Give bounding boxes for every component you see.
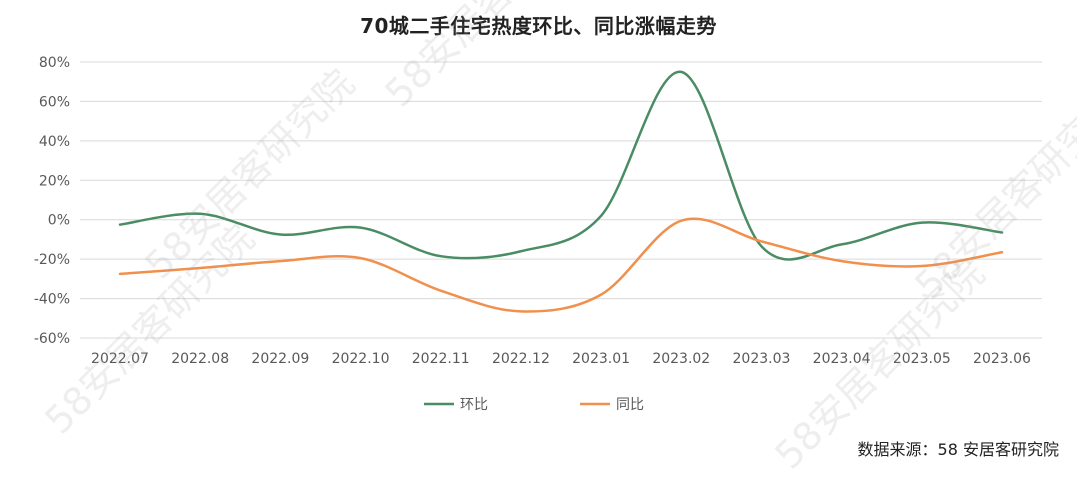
y-tick-label: 60%	[39, 94, 70, 110]
x-tick-label: 2023.02	[652, 351, 710, 367]
series-line-2	[118, 217, 1004, 313]
x-tick-label: 2022.10	[332, 351, 390, 367]
y-tick-label: -20%	[34, 252, 70, 268]
y-tick-label: 20%	[39, 173, 70, 189]
x-tick-label: 2023.01	[572, 351, 630, 367]
y-tick-label: -60%	[34, 331, 70, 347]
y-tick-label: 0%	[48, 213, 70, 229]
chart-title: 70城二手住宅热度环比、同比涨幅走势	[360, 14, 717, 38]
chart-plot: 80% 60% 40% 20% 0% -20% -40% -60% 2022.07 2022.08…	[34, 55, 1042, 413]
x-tick-label: 2023.04	[813, 351, 871, 367]
x-tick-label: 2023.03	[733, 351, 791, 367]
chart-container: 70城二手住宅热度环比、同比涨幅走势 80% 60% 40% 20% 0% -20% -40…	[34, 0, 1077, 477]
source-note: 数据来源：58 安居客研究院	[857, 440, 1059, 459]
x-tick-label: 2022.08	[171, 351, 229, 367]
legend-label: 环比	[460, 397, 488, 413]
legend-label: 同比	[616, 397, 644, 413]
x-tick-label: 2023.06	[973, 351, 1031, 367]
x-tick-label: 2022.11	[412, 351, 470, 367]
x-tick-label: 2022.07	[91, 351, 149, 367]
y-tick-label: 40%	[39, 134, 70, 150]
x-tick-label: 2023.05	[893, 351, 951, 367]
series-line-1	[118, 70, 1004, 261]
x-tick-label: 2022.09	[251, 351, 309, 367]
y-tick-label: -40%	[34, 292, 70, 308]
y-tick-label: 80%	[39, 55, 70, 71]
x-tick-label: 2022.12	[492, 351, 550, 367]
